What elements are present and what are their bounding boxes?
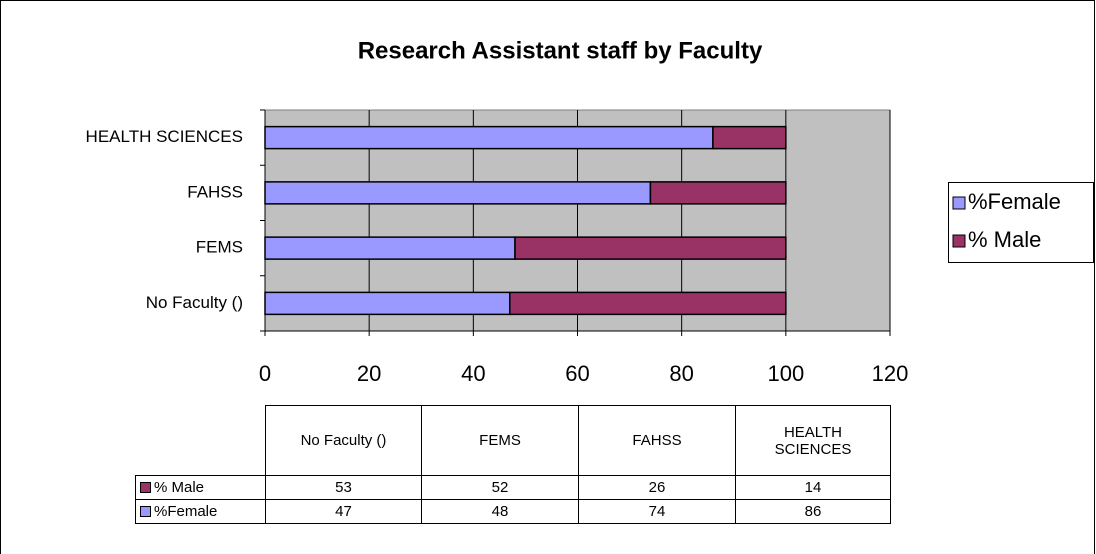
- bar: [264, 181, 652, 205]
- bar: [264, 291, 511, 316]
- table-header-cell: HEALTH SCIENCES: [735, 405, 891, 476]
- legend-label: % Male: [968, 227, 1041, 252]
- table-cell: 14: [735, 475, 891, 500]
- table-header-cell: No Faculty (): [265, 405, 422, 476]
- table-header-text: FEMS: [479, 432, 521, 449]
- y-tick-label: FAHSS: [187, 182, 243, 201]
- legend-label: %Female: [968, 189, 1061, 214]
- x-tick-label: 60: [565, 361, 589, 386]
- table-cell: 74: [578, 499, 736, 524]
- table-header-text: No Faculty (): [300, 432, 387, 449]
- table-row-label: %Female: [154, 503, 218, 520]
- y-tick-label: No Faculty (): [146, 293, 243, 312]
- table-row-header: %Female: [135, 499, 266, 524]
- legend-box: [948, 182, 1094, 263]
- table-row-header: % Male: [135, 475, 266, 500]
- bar: [264, 125, 714, 150]
- table-cell: 47: [265, 499, 422, 524]
- x-tick-label: 40: [461, 361, 485, 386]
- table-cell: 48: [421, 499, 579, 524]
- chart-title: Research Assistant staff by Faculty: [358, 37, 763, 64]
- table-cell: 26: [578, 475, 736, 500]
- bar: [712, 125, 787, 150]
- table-header-cell: FAHSS: [578, 405, 736, 476]
- x-tick-label: 20: [357, 361, 381, 386]
- x-tick-label: 0: [259, 361, 271, 386]
- table-header-cell: FEMS: [421, 405, 579, 476]
- y-tick-label: FEMS: [196, 238, 243, 257]
- bar: [509, 291, 787, 316]
- table-cell: 53: [265, 475, 422, 500]
- bar: [264, 236, 516, 260]
- y-tick-label: HEALTH SCIENCES: [86, 127, 243, 146]
- legend-key: [952, 196, 966, 210]
- x-tick-label: 120: [872, 361, 909, 386]
- table-cell: 52: [421, 475, 579, 500]
- legend-key: [952, 234, 966, 248]
- table-legend-key: [140, 482, 151, 493]
- table-header-text: HEALTH SCIENCES: [774, 423, 852, 458]
- bar: [649, 181, 787, 205]
- x-tick-label: 80: [669, 361, 693, 386]
- table-header-text: FAHSS: [632, 432, 682, 449]
- table-cell: 86: [735, 499, 891, 524]
- table-row-label: % Male: [154, 479, 205, 496]
- bar: [514, 236, 787, 260]
- x-tick-label: 100: [767, 361, 804, 386]
- table-legend-key: [140, 506, 151, 517]
